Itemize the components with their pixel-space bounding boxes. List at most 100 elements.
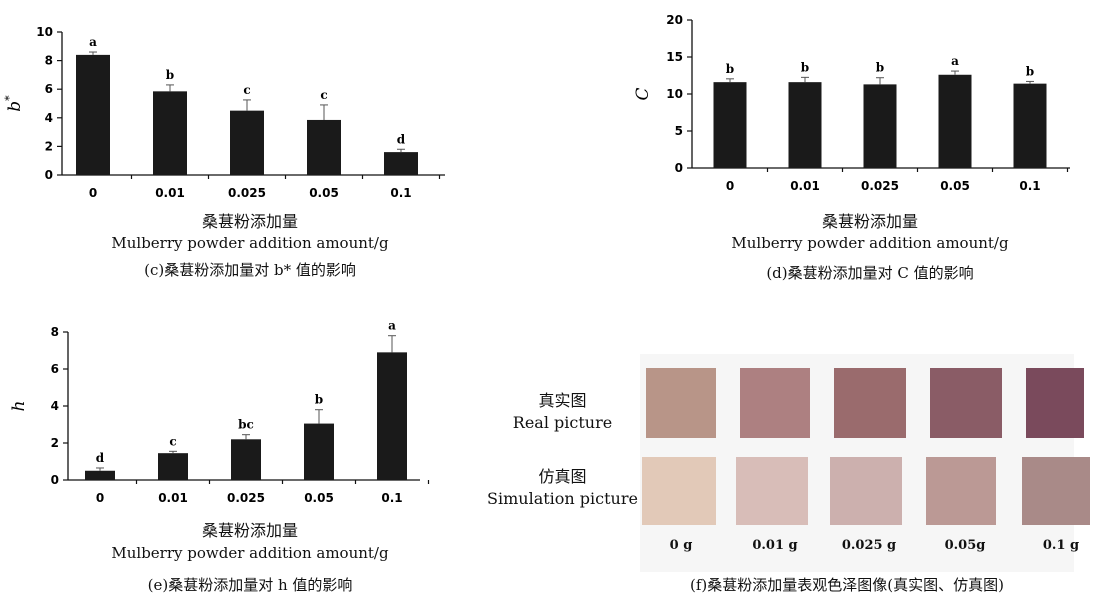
significance-label: c: [169, 434, 176, 448]
y-tick-label: 10: [666, 87, 683, 101]
real-color-swatch: [834, 368, 906, 438]
x-tick-label: 0.05: [309, 186, 339, 200]
bar: [158, 453, 188, 480]
bar: [230, 110, 264, 175]
significance-label: b: [1026, 64, 1034, 78]
real-color-swatch: [646, 368, 716, 438]
significance-label: a: [951, 54, 959, 68]
y-tick-label: 2: [51, 436, 59, 450]
bar: [85, 470, 115, 480]
row-label-simulation-en: Simulation picture: [487, 489, 638, 508]
simulation-color-swatch: [926, 457, 996, 525]
simulation-color-swatch: [1022, 457, 1090, 525]
bar-chart-c: 0 5 10 15 20 Cb 0 b 0.01 b 0.025 a 0.05 b 0.1: [633, 13, 1070, 193]
bar-chart-h: 0 2 4 6 8 h d 0 c 0.01 bc 0.025 b 0.05 a 0.1: [9, 319, 430, 505]
x-axis-label-chinese: 桑葚粉添加量: [821, 212, 918, 231]
significance-label: b: [166, 68, 174, 82]
y-tick-label: 4: [45, 111, 53, 125]
x-tick-label: 0: [89, 186, 97, 200]
y-tick-label: 8: [51, 325, 59, 339]
y-tick-label: 0: [675, 161, 683, 175]
significance-label: b: [315, 393, 323, 407]
chart-panel-c: 0 2 4 6 8 10 b* a 0 b 0.01 c 0.025 c 0.05 d 0.1 桑葚粉添加量 M…: [0, 0, 460, 300]
caption-c: (c)桑葚粉添加量对 b* 值的影响: [144, 261, 356, 279]
amount-label: 0 g: [669, 538, 693, 553]
y-axis-label: b*: [3, 95, 25, 112]
x-axis-label-english: Mulberry powder addition amount/g: [111, 234, 389, 252]
x-tick-label: 0.01: [158, 491, 188, 505]
bar: [938, 74, 972, 168]
y-tick-label: 0: [45, 168, 53, 182]
x-tick-label: 0.05: [304, 491, 334, 505]
row-label-real: 真实图 Real picture: [480, 390, 645, 434]
amount-label: 0.1 g: [1042, 538, 1080, 553]
amount-label: 0.025 g: [841, 538, 897, 553]
x-axis-label-english: Mulberry powder addition amount/g: [111, 544, 389, 562]
color-image-panel-f: 真实图 Real picture 仿真图 Simulation picture …: [480, 310, 1094, 600]
y-tick-label: 6: [51, 362, 59, 376]
significance-label: b: [876, 61, 884, 75]
y-tick-label: 0: [51, 473, 59, 487]
x-tick-label: 0.01: [790, 179, 820, 193]
x-tick-label: 0.025: [228, 186, 266, 200]
x-tick-label: 0: [96, 491, 104, 505]
bar: [788, 82, 822, 168]
simulation-color-swatch: [736, 457, 808, 525]
bar: [384, 152, 418, 175]
significance-label: a: [89, 35, 97, 49]
bar: [76, 54, 110, 175]
amount-label: 0.05g: [944, 538, 986, 553]
row-label-real-cn: 真实图: [538, 391, 587, 410]
significance-label: a: [388, 319, 396, 333]
x-tick-label: 0: [726, 179, 734, 193]
simulation-color-swatch: [642, 457, 716, 525]
bar: [863, 84, 897, 168]
simulation-color-swatch: [830, 457, 902, 525]
bar: [231, 439, 261, 480]
bar: [304, 423, 334, 480]
y-tick-label: 6: [45, 82, 53, 96]
significance-label: bc: [238, 418, 254, 432]
caption-e: (e)桑葚粉添加量对 h 值的影响: [147, 576, 353, 594]
chart-panel-e: 0 2 4 6 8 h d 0 c 0.01 bc 0.025 b 0.05 a 0.1 桑葚粉添加量 Mul…: [0, 310, 460, 600]
x-tick-label: 0.01: [155, 186, 185, 200]
row-label-real-en: Real picture: [512, 413, 613, 432]
significance-label: b: [726, 62, 734, 76]
y-tick-label: 8: [45, 54, 53, 68]
x-tick-label: 0.1: [390, 186, 411, 200]
row-label-simulation-cn: 仿真图: [538, 467, 587, 486]
y-tick-label: 5: [675, 124, 683, 138]
real-color-swatch: [1026, 368, 1084, 438]
y-tick-label: 10: [36, 25, 53, 39]
x-axis-label-chinese: 桑葚粉添加量: [201, 212, 298, 231]
x-tick-label: 0.025: [227, 491, 265, 505]
bar: [1013, 83, 1047, 168]
bar-chart-b-star: 0 2 4 6 8 10 b* a 0 b 0.01 c 0.025 c 0.05 d 0.1: [3, 25, 445, 200]
significance-label: b: [801, 60, 809, 74]
bar: [307, 119, 341, 175]
caption-d: (d)桑葚粉添加量对 C 值的影响: [766, 264, 974, 282]
bar: [153, 91, 187, 175]
row-label-simulation: 仿真图 Simulation picture: [480, 466, 645, 510]
x-tick-label: 0.1: [381, 491, 402, 505]
y-tick-label: 20: [666, 13, 683, 27]
significance-label: d: [96, 451, 105, 465]
real-color-swatch: [930, 368, 1002, 438]
significance-label: c: [243, 83, 250, 97]
real-color-swatch: [740, 368, 810, 438]
y-tick-label: 4: [51, 399, 59, 413]
x-tick-label: 0.025: [861, 179, 899, 193]
y-tick-label: 15: [666, 50, 683, 64]
y-axis-label: h: [9, 401, 29, 412]
y-tick-label: 2: [45, 139, 53, 153]
y-axis-label: C: [633, 87, 653, 100]
x-axis-label-chinese: 桑葚粉添加量: [201, 521, 298, 540]
x-axis-label-english: Mulberry powder addition amount/g: [731, 234, 1009, 252]
caption-f: (f)桑葚粉添加量表观色泽图像(真实图、仿真图): [690, 576, 1004, 594]
bar: [377, 352, 407, 480]
x-tick-label: 0.1: [1019, 179, 1040, 193]
amount-label: 0.01 g: [752, 538, 798, 553]
significance-label: c: [320, 88, 327, 102]
significance-label: d: [397, 132, 406, 146]
